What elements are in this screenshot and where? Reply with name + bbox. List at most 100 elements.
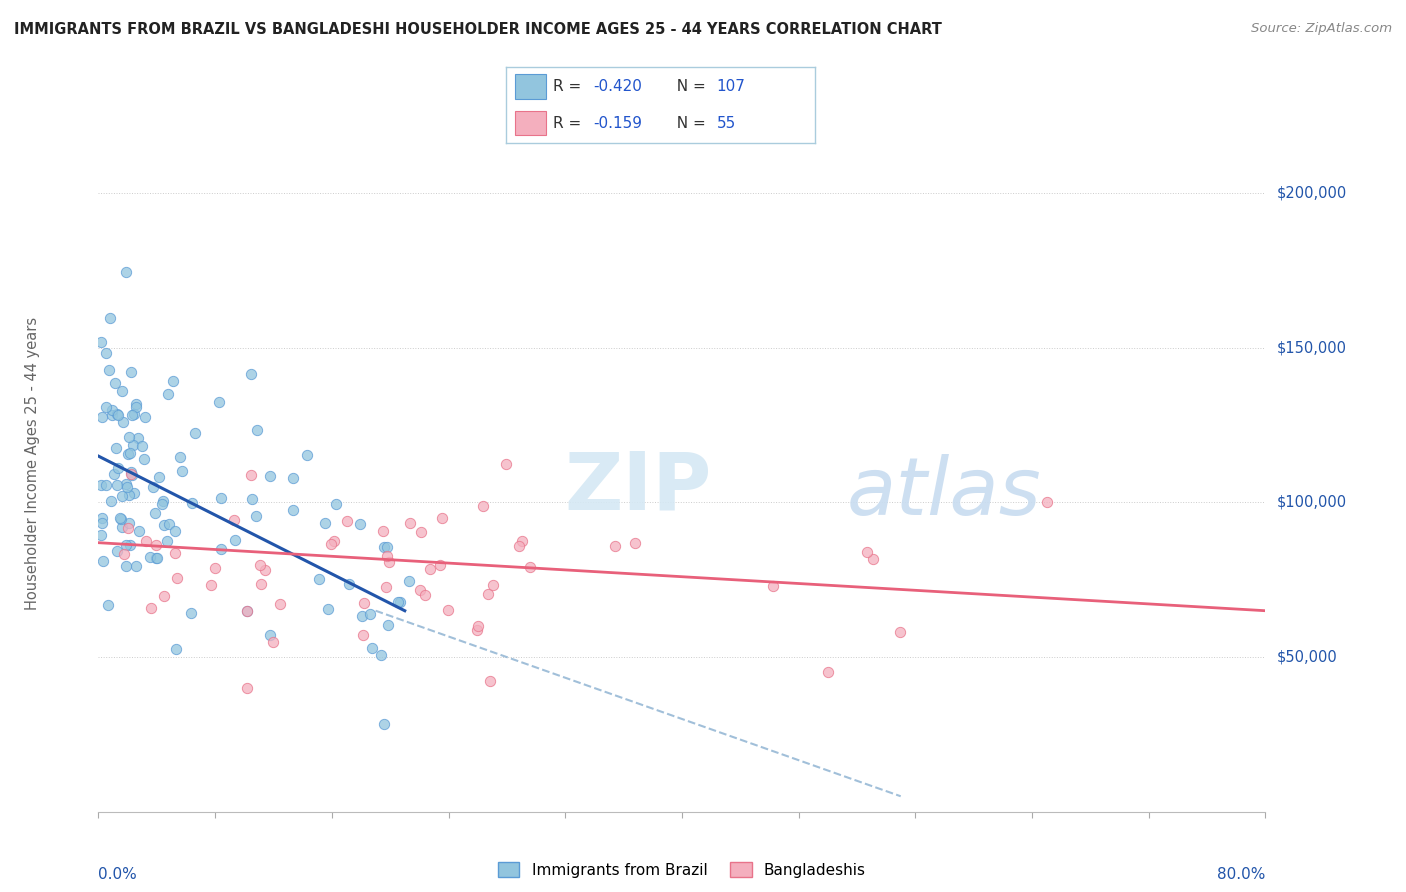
Point xyxy=(352,609,374,624)
Point xyxy=(101,402,124,417)
Point xyxy=(603,539,626,553)
Point xyxy=(91,511,114,525)
Point xyxy=(120,467,142,481)
Point xyxy=(114,558,136,573)
Point xyxy=(360,641,382,656)
Text: $150,000: $150,000 xyxy=(1277,341,1347,355)
Point xyxy=(180,607,202,621)
Point xyxy=(430,510,453,524)
Point xyxy=(465,623,488,637)
Point xyxy=(308,572,330,586)
Point xyxy=(90,409,112,424)
Text: 107: 107 xyxy=(717,79,745,95)
Point xyxy=(111,520,134,534)
Point xyxy=(419,562,441,576)
Point xyxy=(162,374,184,388)
Point xyxy=(250,577,273,591)
Point xyxy=(259,628,281,642)
Point xyxy=(295,448,318,462)
Point xyxy=(209,541,232,556)
Point xyxy=(378,556,401,570)
Point xyxy=(152,494,174,508)
Point xyxy=(108,511,131,525)
Point xyxy=(91,516,114,530)
Point xyxy=(482,578,505,592)
Point xyxy=(817,665,839,679)
Point xyxy=(319,537,342,551)
Point xyxy=(97,362,120,376)
Point xyxy=(114,265,136,279)
Point xyxy=(512,534,534,549)
Point xyxy=(94,345,117,359)
Point xyxy=(125,558,148,573)
Point xyxy=(373,540,395,554)
Point xyxy=(90,335,112,350)
Point xyxy=(169,450,191,465)
Point xyxy=(118,516,141,530)
Point xyxy=(150,497,173,511)
Text: R =: R = xyxy=(553,79,586,95)
Point xyxy=(325,497,347,511)
Point xyxy=(371,524,394,538)
Point xyxy=(519,559,541,574)
Point xyxy=(387,595,409,609)
Point xyxy=(209,491,232,506)
Point xyxy=(134,451,156,466)
Point xyxy=(105,544,128,558)
Point xyxy=(239,468,262,483)
Point xyxy=(101,409,124,423)
Point xyxy=(316,601,339,615)
Point xyxy=(181,496,204,510)
Point xyxy=(336,514,359,528)
Text: Source: ZipAtlas.com: Source: ZipAtlas.com xyxy=(1251,22,1392,36)
Point xyxy=(208,394,231,409)
Point xyxy=(111,384,134,399)
Point xyxy=(375,580,398,594)
Text: ZIP: ZIP xyxy=(565,448,711,526)
Point xyxy=(125,397,148,411)
Point xyxy=(254,563,277,577)
Point xyxy=(240,367,263,381)
Point xyxy=(134,409,156,424)
Point xyxy=(156,534,179,549)
Text: R =: R = xyxy=(553,115,586,130)
Point xyxy=(762,579,785,593)
Point xyxy=(471,499,494,513)
Text: $50,000: $50,000 xyxy=(1277,649,1337,665)
Point xyxy=(93,554,115,568)
Point xyxy=(139,550,162,565)
Point xyxy=(245,509,267,524)
Point xyxy=(283,471,305,485)
Point xyxy=(118,537,141,551)
Point xyxy=(508,540,530,554)
Text: -0.159: -0.159 xyxy=(593,115,641,130)
Point xyxy=(235,604,257,618)
Point xyxy=(349,517,371,532)
Point xyxy=(104,442,127,456)
Point xyxy=(322,533,344,548)
Point xyxy=(143,506,166,520)
Point xyxy=(166,571,188,585)
Point xyxy=(122,438,145,452)
Point xyxy=(122,408,145,422)
Point xyxy=(105,407,128,421)
Text: Householder Income Ages 25 - 44 years: Householder Income Ages 25 - 44 years xyxy=(25,318,41,610)
Point xyxy=(359,607,381,622)
Point xyxy=(235,681,257,695)
Point xyxy=(200,578,222,592)
Point xyxy=(249,558,271,572)
Point xyxy=(111,416,134,430)
Point xyxy=(94,478,117,492)
Point xyxy=(157,517,180,532)
Point xyxy=(111,489,134,503)
Point xyxy=(353,596,375,610)
Point xyxy=(100,493,122,508)
Point xyxy=(97,599,120,613)
Point xyxy=(118,488,141,502)
Point xyxy=(131,439,153,453)
Point xyxy=(163,524,186,539)
Point xyxy=(117,447,139,461)
Point xyxy=(135,533,157,548)
Point xyxy=(114,538,136,552)
Point xyxy=(145,550,167,565)
